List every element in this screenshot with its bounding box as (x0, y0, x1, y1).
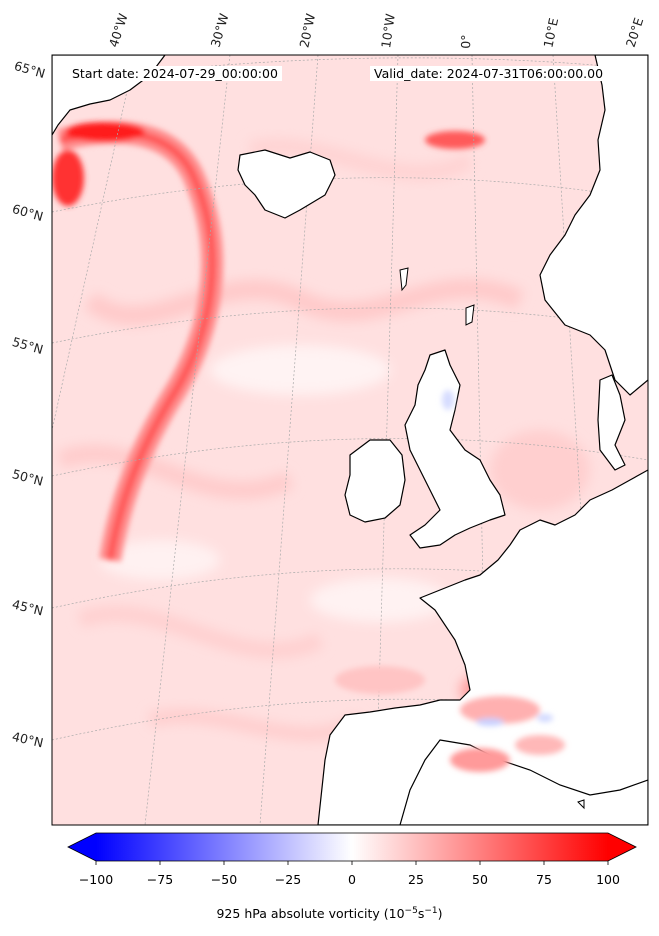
colorbar (67, 832, 637, 865)
colorbar-tick-label: −25 (274, 872, 302, 887)
vorticity-jet (52, 120, 634, 562)
colorbar-title-exp: −5 (404, 906, 418, 916)
continental-europe (317, 469, 648, 825)
colorbar-tick-label: 100 (596, 872, 620, 887)
start-date-label: Start date: 2024-07-29_00:00:00 (68, 66, 282, 81)
colorbar-ticks (95, 861, 609, 865)
colorbar-max-extend (608, 833, 636, 861)
small-islands (399, 267, 585, 810)
colorbar-tick-label: 0 (348, 872, 356, 887)
colorbar-fill (96, 833, 608, 861)
scandinavia (539, 55, 648, 396)
colorbar-title-unit: s (417, 906, 425, 922)
vorticity-field (56, 138, 640, 742)
colorbar-title: 925 hPa absolute vorticity (10−5s−1) (0, 906, 659, 921)
iceland (237, 149, 336, 219)
iberia-field (335, 390, 565, 772)
colorbar-tick-label: −100 (78, 872, 114, 887)
valid-date-label: Valid_date: 2024-07-31T06:00:00.00 (370, 66, 608, 81)
map-area (52, 55, 648, 825)
lon-label-0: 0° (458, 34, 474, 49)
ireland (344, 439, 406, 523)
colorbar-tick-label: 50 (472, 872, 488, 887)
colorbar-tick-label: 25 (408, 872, 424, 887)
colorbar-title-end: ) (437, 906, 443, 922)
map-frame (51, 54, 649, 826)
colorbar-tick-label: −50 (210, 872, 238, 887)
denmark (597, 374, 626, 471)
colorbar-min-extend (68, 833, 96, 861)
colorbar-tick-label: 75 (536, 872, 552, 887)
colorbar-title-text: 925 hPa absolute vorticity (10 (216, 906, 405, 922)
great-britain (404, 349, 506, 549)
coastlines (52, 55, 648, 825)
colorbar-tick-label: −75 (146, 872, 174, 887)
colorbar-title-exp2: −1 (424, 906, 438, 916)
